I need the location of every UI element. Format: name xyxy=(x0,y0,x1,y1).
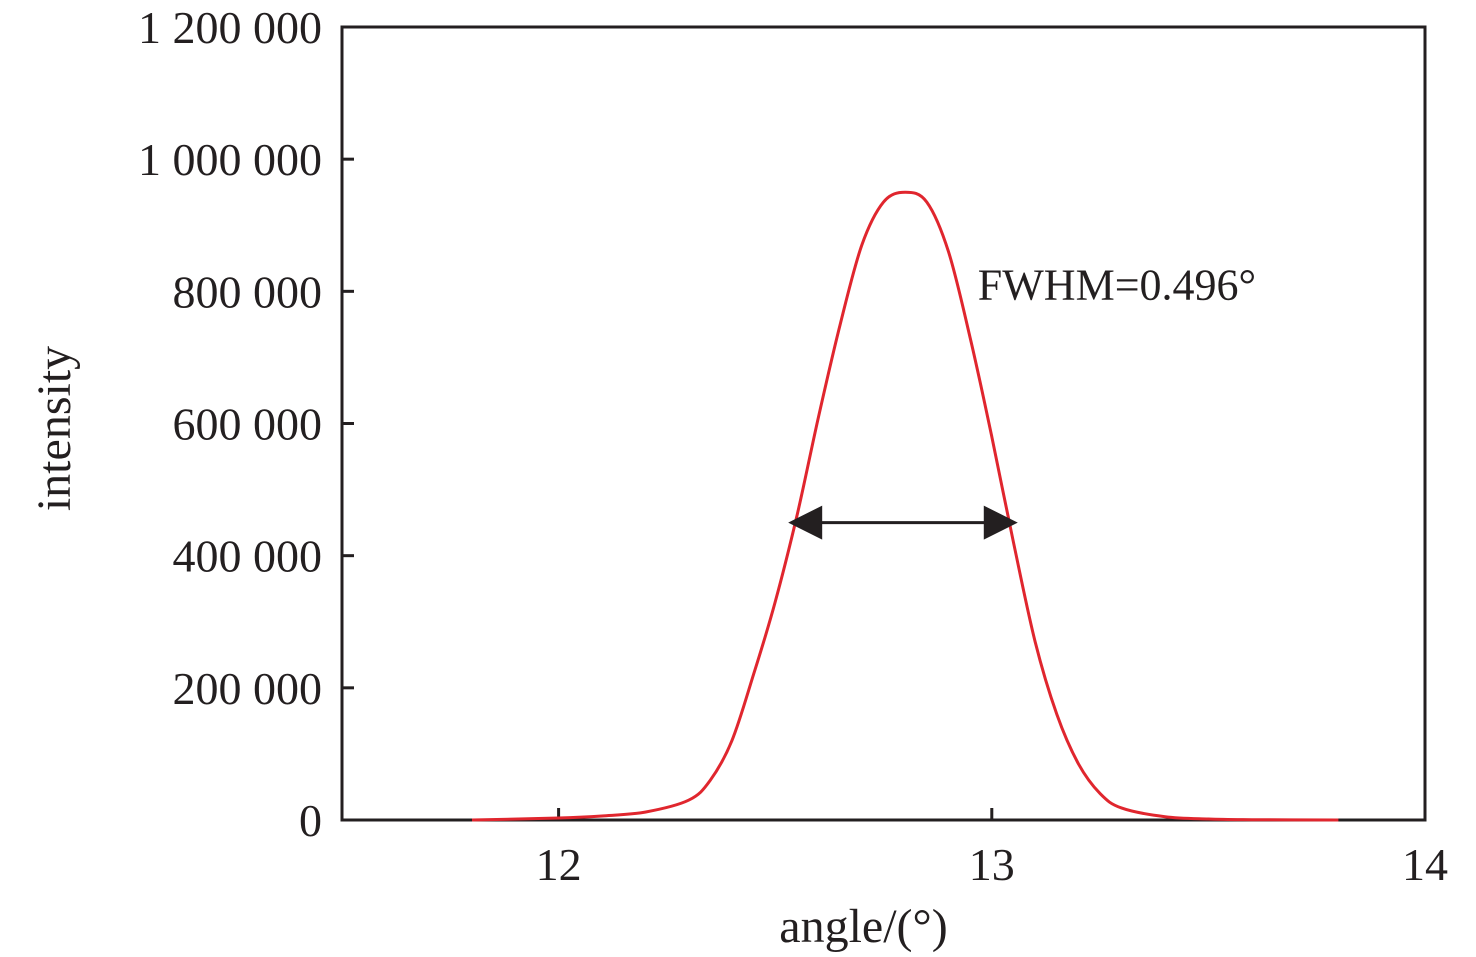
fwhm-arrow xyxy=(788,505,1018,540)
axis-tick-labels: 0 200 000 400 000 600 000 800 000 1 000 000 1 … xyxy=(138,2,1448,890)
y-tick-label: 800 000 xyxy=(173,266,323,317)
arrow-head-right xyxy=(983,505,1018,540)
x-tick-label: 13 xyxy=(969,839,1015,890)
fwhm-annotation: FWHM=0.496° xyxy=(978,261,1256,310)
y-tick-label: 0 xyxy=(299,795,322,846)
x-tick-label: 12 xyxy=(536,839,582,890)
plot-frame xyxy=(340,25,1427,822)
y-tick-label: 1 000 000 xyxy=(138,134,322,185)
data-series xyxy=(471,190,1339,822)
y-tick-label: 200 000 xyxy=(173,663,323,714)
y-tick-label: 400 000 xyxy=(173,531,323,582)
y-tick-label: 600 000 xyxy=(173,399,323,450)
x-axis-label: angle/(°) xyxy=(779,900,947,953)
series-line xyxy=(471,190,1339,822)
axis-ticks xyxy=(342,25,1427,822)
arrow-head-left xyxy=(788,505,823,540)
x-tick-label: 14 xyxy=(1402,839,1448,890)
y-axis-label: intensity xyxy=(28,346,81,511)
y-tick-label: 1 200 000 xyxy=(138,2,322,53)
